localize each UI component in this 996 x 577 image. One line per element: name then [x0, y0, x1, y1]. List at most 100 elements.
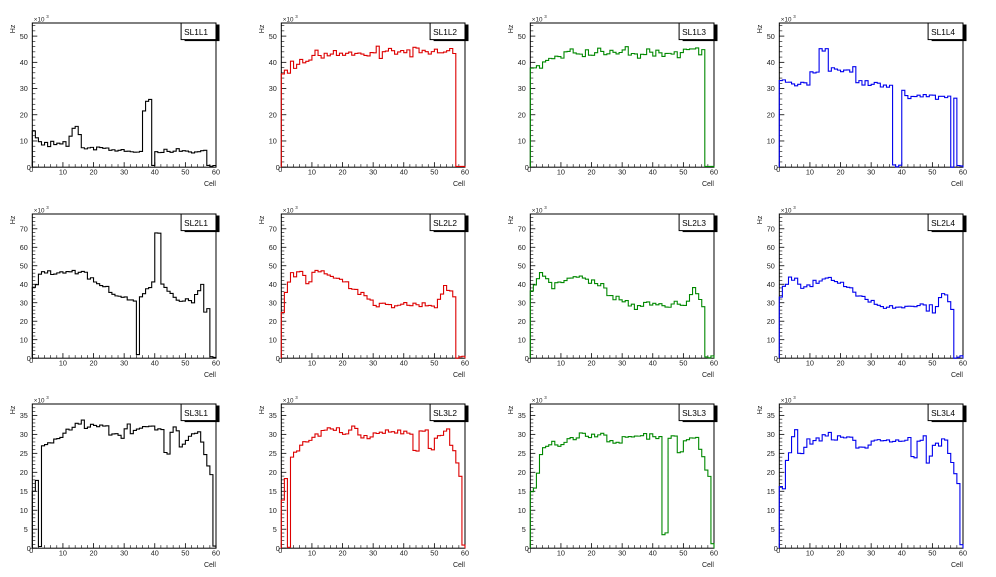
svg-text:10: 10 — [20, 137, 28, 146]
svg-text:50: 50 — [928, 168, 936, 177]
svg-text:×10: ×10 — [283, 207, 294, 214]
svg-text:30: 30 — [518, 84, 526, 93]
svg-text:20: 20 — [767, 110, 775, 119]
svg-text:60: 60 — [212, 549, 220, 558]
svg-text:×10: ×10 — [532, 207, 543, 214]
svg-text:Hz: Hz — [259, 405, 266, 414]
svg-text:×10: ×10 — [283, 398, 294, 405]
svg-text:20: 20 — [518, 317, 526, 326]
svg-text:70: 70 — [518, 224, 526, 233]
svg-text:10: 10 — [59, 168, 67, 177]
svg-text:Hz: Hz — [508, 24, 515, 33]
svg-text:×10: ×10 — [283, 17, 294, 24]
svg-text:SL2L3: SL2L3 — [682, 217, 706, 227]
svg-text:SL1L3: SL1L3 — [682, 27, 706, 37]
svg-text:SL2L2: SL2L2 — [433, 217, 457, 227]
svg-text:40: 40 — [151, 358, 159, 367]
svg-text:60: 60 — [959, 168, 967, 177]
svg-text:15: 15 — [20, 487, 28, 496]
svg-text:40: 40 — [649, 168, 657, 177]
svg-text:25: 25 — [269, 449, 277, 458]
svg-text:×10: ×10 — [34, 17, 45, 24]
svg-text:Hz: Hz — [10, 215, 17, 224]
svg-text:60: 60 — [20, 243, 28, 252]
svg-text:60: 60 — [212, 168, 220, 177]
svg-text:Hz: Hz — [508, 405, 515, 414]
svg-text:35: 35 — [269, 411, 277, 420]
svg-text:10: 10 — [20, 335, 28, 344]
svg-text:40: 40 — [20, 58, 28, 67]
svg-text:20: 20 — [269, 317, 277, 326]
svg-text:×10: ×10 — [532, 17, 543, 24]
svg-text:10: 10 — [59, 358, 67, 367]
svg-text:SL1L2: SL1L2 — [433, 27, 457, 37]
svg-text:Hz: Hz — [508, 215, 515, 224]
svg-text:20: 20 — [269, 468, 277, 477]
svg-text:60: 60 — [710, 549, 718, 558]
svg-text:50: 50 — [928, 549, 936, 558]
svg-text:50: 50 — [269, 261, 277, 270]
svg-text:10: 10 — [269, 137, 277, 146]
svg-text:Hz: Hz — [10, 24, 17, 33]
svg-text:30: 30 — [120, 549, 128, 558]
svg-text:10: 10 — [518, 137, 526, 146]
svg-text:10: 10 — [557, 168, 565, 177]
svg-text:10: 10 — [767, 506, 775, 515]
svg-text:30: 30 — [518, 298, 526, 307]
svg-text:SL2L1: SL2L1 — [184, 217, 208, 227]
svg-text:40: 40 — [20, 280, 28, 289]
svg-text:35: 35 — [767, 411, 775, 420]
svg-text:25: 25 — [518, 449, 526, 458]
svg-text:30: 30 — [269, 430, 277, 439]
svg-text:10: 10 — [518, 506, 526, 515]
svg-text:50: 50 — [20, 261, 28, 270]
svg-text:Cell: Cell — [702, 562, 714, 569]
svg-text:Hz: Hz — [10, 405, 17, 414]
svg-text:Hz: Hz — [757, 405, 764, 414]
svg-text:30: 30 — [867, 549, 875, 558]
svg-text:20: 20 — [767, 317, 775, 326]
svg-text:20: 20 — [338, 549, 346, 558]
svg-text:15: 15 — [767, 487, 775, 496]
svg-text:SL1L4: SL1L4 — [931, 27, 955, 37]
svg-text:30: 30 — [767, 84, 775, 93]
svg-text:10: 10 — [557, 549, 565, 558]
svg-text:Cell: Cell — [702, 372, 714, 379]
svg-text:10: 10 — [806, 549, 814, 558]
svg-text:50: 50 — [928, 358, 936, 367]
svg-text:SL1L1: SL1L1 — [184, 27, 208, 37]
svg-text:50: 50 — [430, 549, 438, 558]
svg-text:70: 70 — [767, 224, 775, 233]
svg-text:30: 30 — [269, 84, 277, 93]
svg-text:20: 20 — [518, 468, 526, 477]
svg-text:40: 40 — [269, 58, 277, 67]
svg-text:Hz: Hz — [757, 215, 764, 224]
svg-text:×10: ×10 — [34, 398, 45, 405]
svg-text:50: 50 — [20, 32, 28, 41]
svg-text:30: 30 — [369, 168, 377, 177]
svg-text:20: 20 — [20, 110, 28, 119]
svg-text:5: 5 — [522, 525, 526, 534]
svg-text:30: 30 — [20, 84, 28, 93]
svg-text:5: 5 — [273, 525, 277, 534]
svg-text:SL3L4: SL3L4 — [931, 408, 955, 418]
svg-text:20: 20 — [89, 358, 97, 367]
svg-text:20: 20 — [20, 468, 28, 477]
svg-text:40: 40 — [767, 58, 775, 67]
svg-text:60: 60 — [461, 358, 469, 367]
svg-text:30: 30 — [369, 358, 377, 367]
svg-text:30: 30 — [269, 298, 277, 307]
svg-text:25: 25 — [767, 449, 775, 458]
svg-text:50: 50 — [767, 32, 775, 41]
svg-text:40: 40 — [898, 549, 906, 558]
svg-text:10: 10 — [308, 168, 316, 177]
svg-text:40: 40 — [898, 358, 906, 367]
svg-text:30: 30 — [618, 168, 626, 177]
svg-text:Cell: Cell — [951, 181, 963, 188]
svg-text:20: 20 — [518, 110, 526, 119]
svg-text:30: 30 — [20, 430, 28, 439]
svg-text:5: 5 — [771, 525, 775, 534]
svg-text:40: 40 — [767, 280, 775, 289]
svg-text:40: 40 — [898, 168, 906, 177]
svg-text:50: 50 — [430, 358, 438, 367]
